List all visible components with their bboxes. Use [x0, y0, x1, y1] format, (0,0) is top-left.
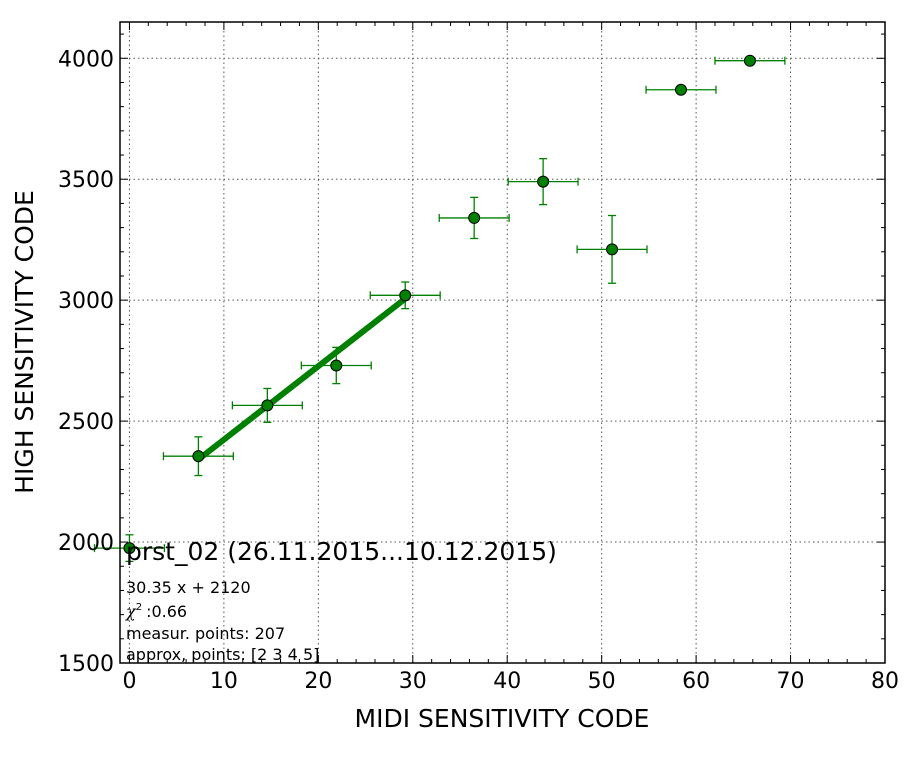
x-tick-labels: 0 10 20 30 40 50 60 70 80	[122, 669, 899, 694]
data-point	[675, 83, 687, 96]
x-tick-label: 40	[493, 669, 521, 694]
x-tick-label: 20	[304, 669, 332, 694]
y-tick-label: 2500	[58, 410, 114, 435]
x-tick-label: 50	[588, 669, 616, 694]
data-point	[192, 450, 205, 463]
y-tick-label: 3500	[58, 168, 114, 193]
data-point	[330, 359, 343, 372]
x-tick-label: 30	[399, 669, 427, 694]
x-tick-label: 60	[682, 669, 710, 694]
data-point	[123, 542, 136, 555]
annotations: prst_02 (26.11.2015...10.12.2015) 30.35 …	[125, 537, 557, 664]
annotation-measur-points: measur. points: 207	[126, 624, 285, 643]
grid	[120, 22, 885, 664]
data-point	[606, 243, 619, 256]
data-point	[468, 211, 481, 224]
x-tick-label: 0	[122, 669, 136, 694]
x-tick-label: 10	[210, 669, 238, 694]
annotation-chi2: χ2:0.66	[125, 602, 187, 621]
y-tick-label: 2000	[58, 531, 114, 556]
data-point	[261, 399, 274, 412]
annotation-title: prst_02 (26.11.2015...10.12.2015)	[126, 537, 557, 566]
annotation-equation: 30.35 x + 2120	[126, 578, 251, 597]
data-point	[399, 289, 412, 302]
annotation-approx-points: approx, points: [2 3 4 5]	[126, 645, 319, 664]
fit-line	[195, 295, 409, 463]
axis-ticks	[120, 22, 886, 664]
errorbars	[93, 56, 786, 563]
x-axis-title: MIDI SENSITIVITY CODE	[355, 704, 650, 733]
y-tick-label: 4000	[58, 47, 114, 72]
plot-frame	[119, 21, 886, 664]
x-tick-label: 70	[777, 669, 805, 694]
x-tick-label: 80	[871, 669, 899, 694]
data-point	[743, 54, 756, 67]
errorbar	[231, 387, 303, 423]
chi2-value: :0.66	[146, 602, 187, 621]
y-tick-label: 1500	[58, 652, 114, 677]
fit-layer	[195, 295, 409, 463]
data-point	[537, 175, 550, 188]
y-tick-label: 3000	[58, 289, 114, 314]
y-tick-labels: 1500 2000 2500 3000 3500 4000	[58, 47, 114, 677]
y-axis-title: HIGH SENSITIVITY CODE	[10, 190, 39, 494]
data-points	[123, 54, 756, 555]
chi2-symbol: χ	[125, 602, 137, 621]
